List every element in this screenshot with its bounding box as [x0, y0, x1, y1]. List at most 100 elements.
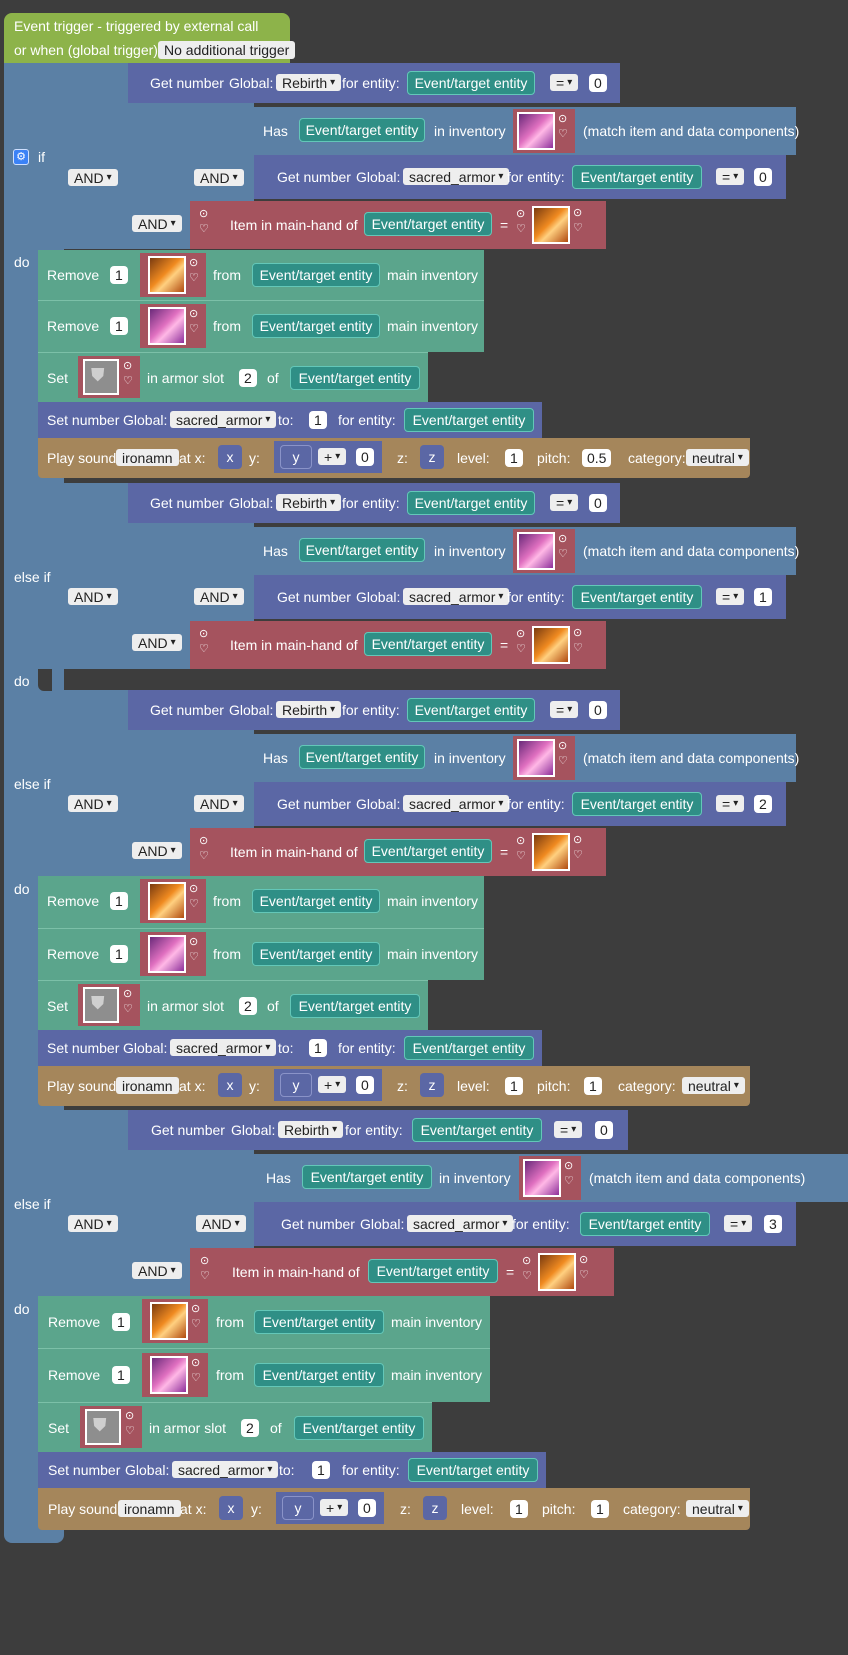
- compare-op-dropdown[interactable]: =: [550, 74, 579, 91]
- math-add-block[interactable]: y + 0: [274, 441, 382, 473]
- armor-slot-value[interactable]: 2: [239, 997, 257, 1015]
- item-stack-block[interactable]: ⊙ ♡: [513, 529, 575, 573]
- play-sound-block[interactable]: Play sound ironamn at x: x y: y + 0 z: z…: [38, 1066, 750, 1106]
- item-settings-icon[interactable]: ⊙: [200, 1255, 210, 1267]
- target-entity-block[interactable]: Event/target entity: [252, 263, 380, 287]
- offset-value[interactable]: 0: [356, 1076, 374, 1094]
- item-stack-block[interactable]: ⛊ ⊙ ♡: [78, 984, 140, 1026]
- compare-value[interactable]: 3: [764, 1215, 782, 1233]
- compare-value[interactable]: 0: [589, 74, 607, 92]
- x-coordinate-block[interactable]: x: [218, 1073, 242, 1097]
- set-value[interactable]: 1: [309, 411, 327, 429]
- quantity-value[interactable]: 1: [110, 892, 128, 910]
- target-entity-block[interactable]: Event/target entity: [294, 1416, 424, 1440]
- target-entity-block[interactable]: Event/target entity: [254, 1363, 384, 1387]
- quantity-value[interactable]: 1: [110, 317, 128, 335]
- global-trigger-dropdown[interactable]: No additional trigger: [158, 41, 296, 59]
- and-block-nested[interactable]: [190, 1150, 254, 1248]
- set-armor-slot-block[interactable]: Set ⛊ ⊙ ♡ in armor slot 2 of Event/targe…: [38, 352, 428, 402]
- item-settings-icon[interactable]: ⊙: [564, 1160, 574, 1172]
- item-settings-icon[interactable]: ⊙: [558, 113, 568, 125]
- item-data-icon[interactable]: ♡: [191, 1318, 201, 1330]
- item-stack-block[interactable]: ⊙ ♡: [528, 830, 590, 874]
- item-data-icon[interactable]: ♡: [579, 1269, 589, 1281]
- math-add-block[interactable]: y + 0: [274, 1069, 382, 1101]
- item-settings-icon[interactable]: ⊙: [199, 208, 209, 220]
- and-dropdown[interactable]: AND: [132, 215, 182, 232]
- quantity-value[interactable]: 1: [110, 266, 128, 284]
- item-settings-icon[interactable]: ⊙: [516, 628, 526, 640]
- item-data-icon[interactable]: ♡: [191, 1372, 201, 1384]
- gear-icon[interactable]: ⚙: [13, 149, 29, 165]
- target-entity-block[interactable]: Event/target entity: [407, 491, 535, 515]
- and-dropdown[interactable]: AND: [132, 1262, 182, 1279]
- and-block-nested[interactable]: [190, 730, 254, 828]
- item-data-icon[interactable]: ♡: [125, 1425, 135, 1437]
- math-op-dropdown[interactable]: +: [318, 448, 347, 465]
- global-var-dropdown[interactable]: Rebirth: [278, 1121, 344, 1138]
- global-var-dropdown[interactable]: sacred_armor: [403, 588, 510, 605]
- item-settings-icon[interactable]: ⊙: [573, 627, 583, 639]
- target-entity-block[interactable]: Event/target entity: [572, 792, 702, 816]
- pitch-value[interactable]: 1: [591, 1500, 609, 1518]
- set-number-block[interactable]: Set number Global: sacred_armor to: 1 fo…: [38, 1030, 542, 1066]
- item-settings-icon[interactable]: ⊙: [123, 988, 133, 1000]
- item-stack-block[interactable]: ⊙ ♡: [140, 253, 206, 297]
- set-number-block[interactable]: Set number Global: sacred_armor to: 1 fo…: [38, 1452, 546, 1488]
- item-stack-block[interactable]: ⊙ ♡: [513, 109, 575, 153]
- event-trigger-block[interactable]: Event trigger - triggered by external ca…: [4, 13, 296, 63]
- item-settings-icon[interactable]: ⊙: [573, 207, 583, 219]
- item-settings-icon[interactable]: ⊙: [189, 308, 199, 320]
- remove-item-block[interactable]: Remove 1 ⊙ ♡ from Event/target entity ma…: [38, 928, 484, 980]
- compare-op-dropdown[interactable]: =: [550, 494, 579, 511]
- item-settings-icon[interactable]: ⊙: [189, 257, 199, 269]
- y-coordinate-block[interactable]: y: [280, 1073, 312, 1097]
- has-in-inventory-block[interactable]: Has Event/target entity in inventory ⊙ ♡…: [254, 1154, 848, 1202]
- and-block-outer[interactable]: [64, 63, 128, 249]
- get-number-block[interactable]: Get number Global: Rebirth for entity: E…: [128, 690, 620, 730]
- item-settings-icon[interactable]: ⊙: [189, 883, 199, 895]
- level-value[interactable]: 1: [510, 1500, 528, 1518]
- target-entity-block[interactable]: Event/target entity: [407, 71, 535, 95]
- compare-value[interactable]: 2: [754, 795, 772, 813]
- item-main-hand-block[interactable]: ⊙ ♡ Item in main-hand of Event/target en…: [190, 828, 606, 876]
- and-dropdown[interactable]: AND: [194, 169, 244, 186]
- item-stack-block[interactable]: ⛊ ⊙ ♡: [80, 1406, 142, 1448]
- item-data-icon[interactable]: ♡: [516, 850, 526, 862]
- item-data-icon[interactable]: ♡: [189, 272, 199, 284]
- item-settings-icon[interactable]: ⊙: [522, 1255, 532, 1267]
- and-block-nested[interactable]: [190, 523, 254, 621]
- remove-item-block[interactable]: Remove 1 ⊙ ♡ from Event/target entity ma…: [38, 876, 484, 928]
- y-coordinate-block[interactable]: y: [280, 445, 312, 469]
- item-data-icon[interactable]: ♡: [558, 128, 568, 140]
- and-dropdown[interactable]: AND: [132, 842, 182, 859]
- get-number-block[interactable]: Get number Global: Rebirth for entity: E…: [128, 1110, 628, 1150]
- has-in-inventory-block[interactable]: Has Event/target entity in inventory ⊙ ♡…: [254, 107, 799, 155]
- item-data-icon[interactable]: ♡: [573, 642, 583, 654]
- item-settings-icon[interactable]: ⊙: [191, 1303, 201, 1315]
- play-sound-block[interactable]: Play sound ironamn at x: x y: y + 0 z: z…: [38, 438, 750, 478]
- and-dropdown[interactable]: AND: [68, 1215, 118, 1232]
- item-stack-block[interactable]: ⊙ ♡: [140, 879, 206, 923]
- item-data-icon[interactable]: ♡: [558, 548, 568, 560]
- and-block-outer[interactable]: [64, 1110, 128, 1296]
- armor-slot-value[interactable]: 2: [241, 1419, 259, 1437]
- item-settings-icon[interactable]: ⊙: [125, 1410, 135, 1422]
- global-var-dropdown[interactable]: sacred_armor: [170, 1039, 277, 1056]
- target-entity-block[interactable]: Event/target entity: [364, 212, 492, 236]
- global-var-dropdown[interactable]: sacred_armor: [170, 411, 277, 428]
- play-sound-block[interactable]: Play sound ironamn at x: x y: y + 0 z: z…: [38, 1488, 750, 1530]
- and-block-outer[interactable]: [64, 690, 128, 876]
- item-data-icon[interactable]: ♡: [123, 375, 133, 387]
- item-settings-icon[interactable]: ⊙: [191, 1357, 201, 1369]
- math-op-dropdown[interactable]: +: [318, 1076, 347, 1093]
- compare-value[interactable]: 0: [589, 701, 607, 719]
- level-value[interactable]: 1: [505, 449, 523, 467]
- set-value[interactable]: 1: [309, 1039, 327, 1057]
- and-dropdown[interactable]: AND: [68, 795, 118, 812]
- target-entity-block[interactable]: Event/target entity: [408, 1458, 538, 1482]
- target-entity-block[interactable]: Event/target entity: [290, 366, 420, 390]
- item-settings-icon[interactable]: ⊙: [199, 835, 209, 847]
- quantity-value[interactable]: 1: [112, 1366, 130, 1384]
- target-entity-block[interactable]: Event/target entity: [252, 889, 380, 913]
